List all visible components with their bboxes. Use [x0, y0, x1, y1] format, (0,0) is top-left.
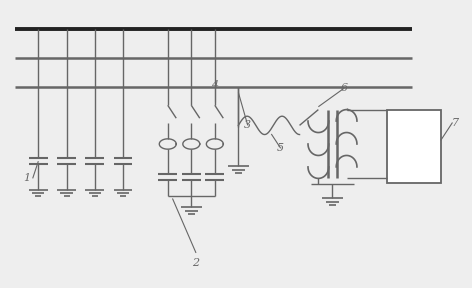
Text: 1: 1	[23, 173, 30, 183]
Text: 6: 6	[341, 83, 348, 93]
Bar	[387, 110, 441, 183]
Text: 2: 2	[193, 258, 200, 268]
Text: 4: 4	[211, 80, 219, 90]
Text: 7: 7	[451, 118, 458, 128]
Text: 3: 3	[244, 120, 251, 130]
Text: 5: 5	[277, 143, 284, 153]
